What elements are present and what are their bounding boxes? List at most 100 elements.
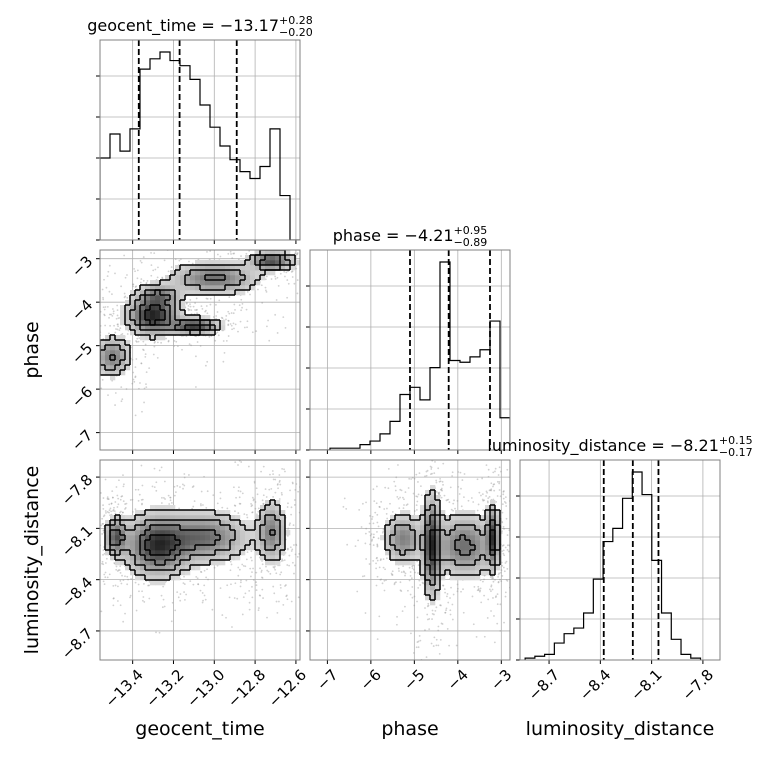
- sample-point: [456, 590, 459, 593]
- density-cell: [255, 530, 261, 536]
- density-cell: [260, 540, 266, 546]
- sample-point: [274, 491, 277, 494]
- y-tick-label: −4: [68, 296, 96, 324]
- sample-point: [342, 505, 345, 508]
- density-cell: [155, 520, 161, 526]
- sample-point: [121, 495, 124, 497]
- sample-point: [497, 575, 499, 578]
- density-cell: [145, 515, 151, 521]
- sample-point: [289, 617, 292, 620]
- sample-point: [250, 559, 253, 562]
- sample-point: [95, 328, 97, 330]
- density-cell: [225, 535, 231, 541]
- density-cell: [235, 550, 241, 556]
- density-cell: [420, 520, 426, 526]
- sample-point: [183, 591, 185, 593]
- density-cell: [165, 520, 171, 526]
- density-cell: [425, 555, 431, 561]
- density-cell: [175, 270, 181, 276]
- density-cell: [390, 555, 396, 561]
- sample-point: [347, 269, 349, 271]
- sample-point: [451, 603, 454, 606]
- sample-point: [335, 262, 337, 264]
- density-cell: [220, 320, 226, 326]
- density-cell: [170, 275, 176, 281]
- density-cell: [155, 330, 161, 336]
- sample-point: [382, 566, 385, 569]
- sample-point: [101, 560, 104, 563]
- sample-point: [135, 358, 138, 360]
- sample-point: [441, 489, 443, 492]
- sample-point: [205, 309, 207, 312]
- density-cell: [210, 260, 216, 266]
- sample-point: [404, 491, 407, 494]
- density-cell: [425, 585, 431, 591]
- density-cell: [185, 545, 191, 551]
- sample-point: [73, 340, 75, 342]
- density-cell: [175, 535, 181, 541]
- sample-point: [431, 666, 433, 668]
- density-cell: [280, 255, 286, 261]
- density-cell: [155, 570, 161, 576]
- sample-point: [365, 527, 368, 530]
- density-cell: [215, 265, 221, 271]
- density-cell: [495, 545, 501, 551]
- sample-point: [291, 276, 294, 278]
- sample-point: [116, 314, 119, 317]
- density-cell: [255, 275, 261, 281]
- sample-point: [416, 495, 419, 498]
- sample-point: [239, 502, 242, 505]
- sample-point: [226, 507, 229, 510]
- sample-point: [241, 613, 244, 616]
- sample-point: [452, 502, 455, 505]
- sample-point: [142, 348, 144, 351]
- density-cell: [260, 505, 266, 511]
- density-cell: [230, 275, 236, 281]
- sample-point: [490, 482, 493, 485]
- sample-point: [245, 308, 248, 311]
- sample-point: [121, 574, 123, 577]
- hist-bar: [662, 613, 672, 660]
- y-tick-label: −6: [68, 383, 96, 411]
- density-cell: [195, 285, 201, 291]
- density-cell: [400, 520, 406, 526]
- sample-point: [487, 497, 490, 500]
- sample-point: [496, 603, 499, 606]
- sample-point: [479, 589, 482, 592]
- density-cell: [455, 565, 461, 571]
- sample-point: [245, 252, 248, 255]
- sample-point: [56, 379, 58, 381]
- sample-point: [426, 618, 429, 621]
- density-cell: [130, 525, 136, 531]
- density-cell: [180, 275, 186, 281]
- sample-point: [498, 572, 501, 575]
- density-cell: [495, 540, 501, 546]
- density-cell: [165, 525, 171, 531]
- density-cell: [225, 270, 231, 276]
- sample-point: [358, 508, 361, 511]
- density-cell: [225, 520, 231, 526]
- density-cell: [200, 555, 206, 561]
- density-cell: [255, 270, 261, 276]
- sample-point: [106, 576, 109, 579]
- sample-point: [494, 596, 497, 599]
- sample-point: [222, 340, 225, 342]
- sample-point: [255, 487, 258, 490]
- density-cell: [125, 305, 131, 311]
- density-cell: [225, 290, 231, 296]
- sample-point: [87, 556, 89, 558]
- sample-point: [97, 343, 99, 345]
- sample-point: [251, 504, 254, 507]
- density-cell: [125, 565, 131, 571]
- sample-point: [167, 340, 170, 343]
- sample-point: [435, 638, 438, 641]
- sample-point: [123, 296, 126, 299]
- density-cell: [160, 520, 166, 526]
- hist-bar: [420, 400, 430, 450]
- density-cell: [195, 325, 201, 331]
- sample-point: [200, 504, 202, 507]
- density-cell: [165, 545, 171, 551]
- density-cell: [160, 580, 166, 586]
- sample-point: [105, 557, 108, 560]
- sample-point: [381, 582, 384, 585]
